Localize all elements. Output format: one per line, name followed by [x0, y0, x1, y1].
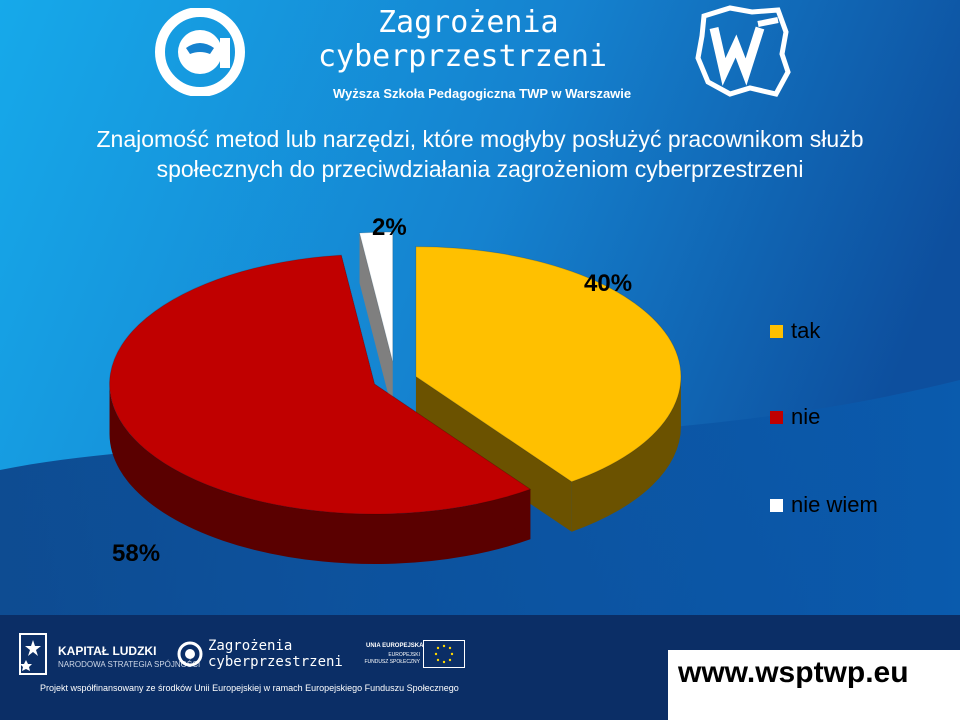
pie-slice-tak [415, 246, 682, 483]
pie-slice-nie-wiem [358, 231, 394, 363]
legend-item-nie: nie [770, 402, 878, 432]
footer-at-logo [176, 640, 204, 668]
label-nie-wiem: 2% [372, 214, 407, 241]
legend-label-nie-wiem: nie wiem [791, 492, 878, 517]
label-tak: 40% [584, 270, 633, 297]
poland-map-w-icon [695, 5, 791, 97]
footer-logo-line2: cyberprzestrzeni [208, 654, 343, 670]
pie-side-tak [571, 376, 681, 532]
pie-side-nie [109, 384, 531, 565]
pie-slice-nie [109, 254, 532, 515]
legend: tak nie nie wiem [770, 316, 878, 520]
legend-swatch-nie-wiem [770, 498, 783, 512]
pie-tops [109, 231, 682, 515]
brand-title-line2: cyberprzestrzeni [318, 39, 607, 74]
kapital-subtitle: NARODOWA STRATEGIA SPÓJNOŚCI [58, 660, 201, 669]
brand-title-line1: Zagrożenia [378, 5, 559, 40]
chart-title-line2: społecznych do przeciwdziałania zagrożen… [156, 156, 804, 182]
eu-title: UNIA EUROPEJSKA [366, 643, 424, 649]
at-logo [150, 7, 250, 97]
chart-title-line1: Znajomość metod lub narzędzi, które mogł… [96, 126, 864, 152]
url-panel [668, 650, 960, 720]
legend-label-tak: tak [791, 318, 821, 343]
pie-cut-tak-1 [415, 376, 572, 532]
label-nie: 58% [112, 540, 161, 567]
website-url: www.wsptwp.eu [678, 656, 909, 689]
kapital-title: KAPITAŁ LUDZKI [58, 644, 157, 658]
eu-flag [423, 640, 465, 668]
legend-swatch-tak [770, 324, 783, 338]
legend-item-tak: tak [770, 316, 878, 346]
project-note: Projekt współfinansowany ze środków Unii… [40, 683, 459, 693]
eu-flag-icon [423, 640, 465, 668]
legend-item-nie-wiem: nie wiem [770, 490, 878, 520]
kapital-ludzki-logo [18, 632, 48, 676]
footer-logo-line1: Zagrożenia [208, 638, 293, 654]
eu-subtitle-2: FUNDUSZ SPOŁECZNY [364, 659, 420, 665]
stars-flag-icon [19, 633, 47, 675]
university-logo [690, 2, 795, 102]
legend-label-nie: nie [791, 404, 821, 429]
pie-cut-nie-wiem-0 [359, 233, 393, 413]
eu-subtitle-1: EUROPEJSKI [388, 652, 420, 658]
at-sign-mask-icon [155, 7, 245, 97]
at-sign-icon [177, 641, 203, 667]
brand-subtitle: Wyższa Szkoła Pedagogiczna TWP w Warszaw… [333, 86, 632, 101]
legend-swatch-nie [770, 410, 783, 424]
